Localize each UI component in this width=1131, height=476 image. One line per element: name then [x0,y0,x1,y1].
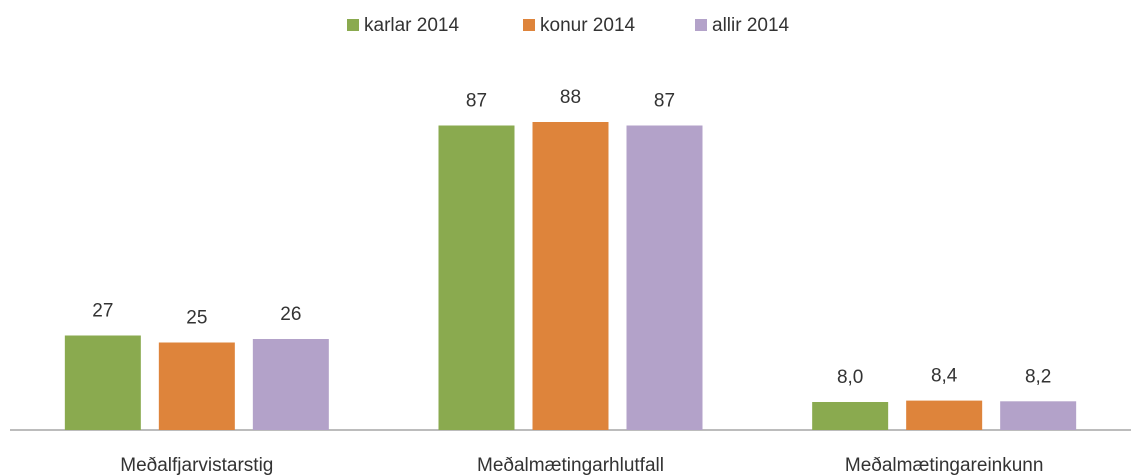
legend-label: allir 2014 [712,15,790,36]
legend-label: konur 2014 [540,15,636,36]
value-label: 87 [654,91,675,112]
value-label: 8,0 [837,367,863,388]
bar [252,339,329,430]
bar [438,125,515,430]
value-label: 8,2 [1025,366,1051,387]
value-label: 25 [186,308,207,329]
x-tick-label: Meðalmætingareinkunn [845,455,1044,476]
value-label: 26 [280,304,301,325]
bar [1000,401,1077,430]
x-tick-label: Meðalmætingarhlutfall [477,455,664,476]
bar [532,122,609,430]
value-label: 8,4 [931,366,958,387]
value-label: 27 [92,301,113,322]
legend-swatch [523,19,535,31]
value-label: 87 [466,91,487,112]
legend-label: karlar 2014 [364,15,459,36]
bar [158,342,235,430]
bar [64,335,141,430]
bar [626,125,703,430]
x-tick-label: Meðalfjarvistarstig [120,455,273,476]
legend-swatch [347,19,359,31]
legend-swatch [695,19,707,31]
value-label: 88 [560,87,581,108]
bar [906,400,983,430]
bar [812,402,889,430]
